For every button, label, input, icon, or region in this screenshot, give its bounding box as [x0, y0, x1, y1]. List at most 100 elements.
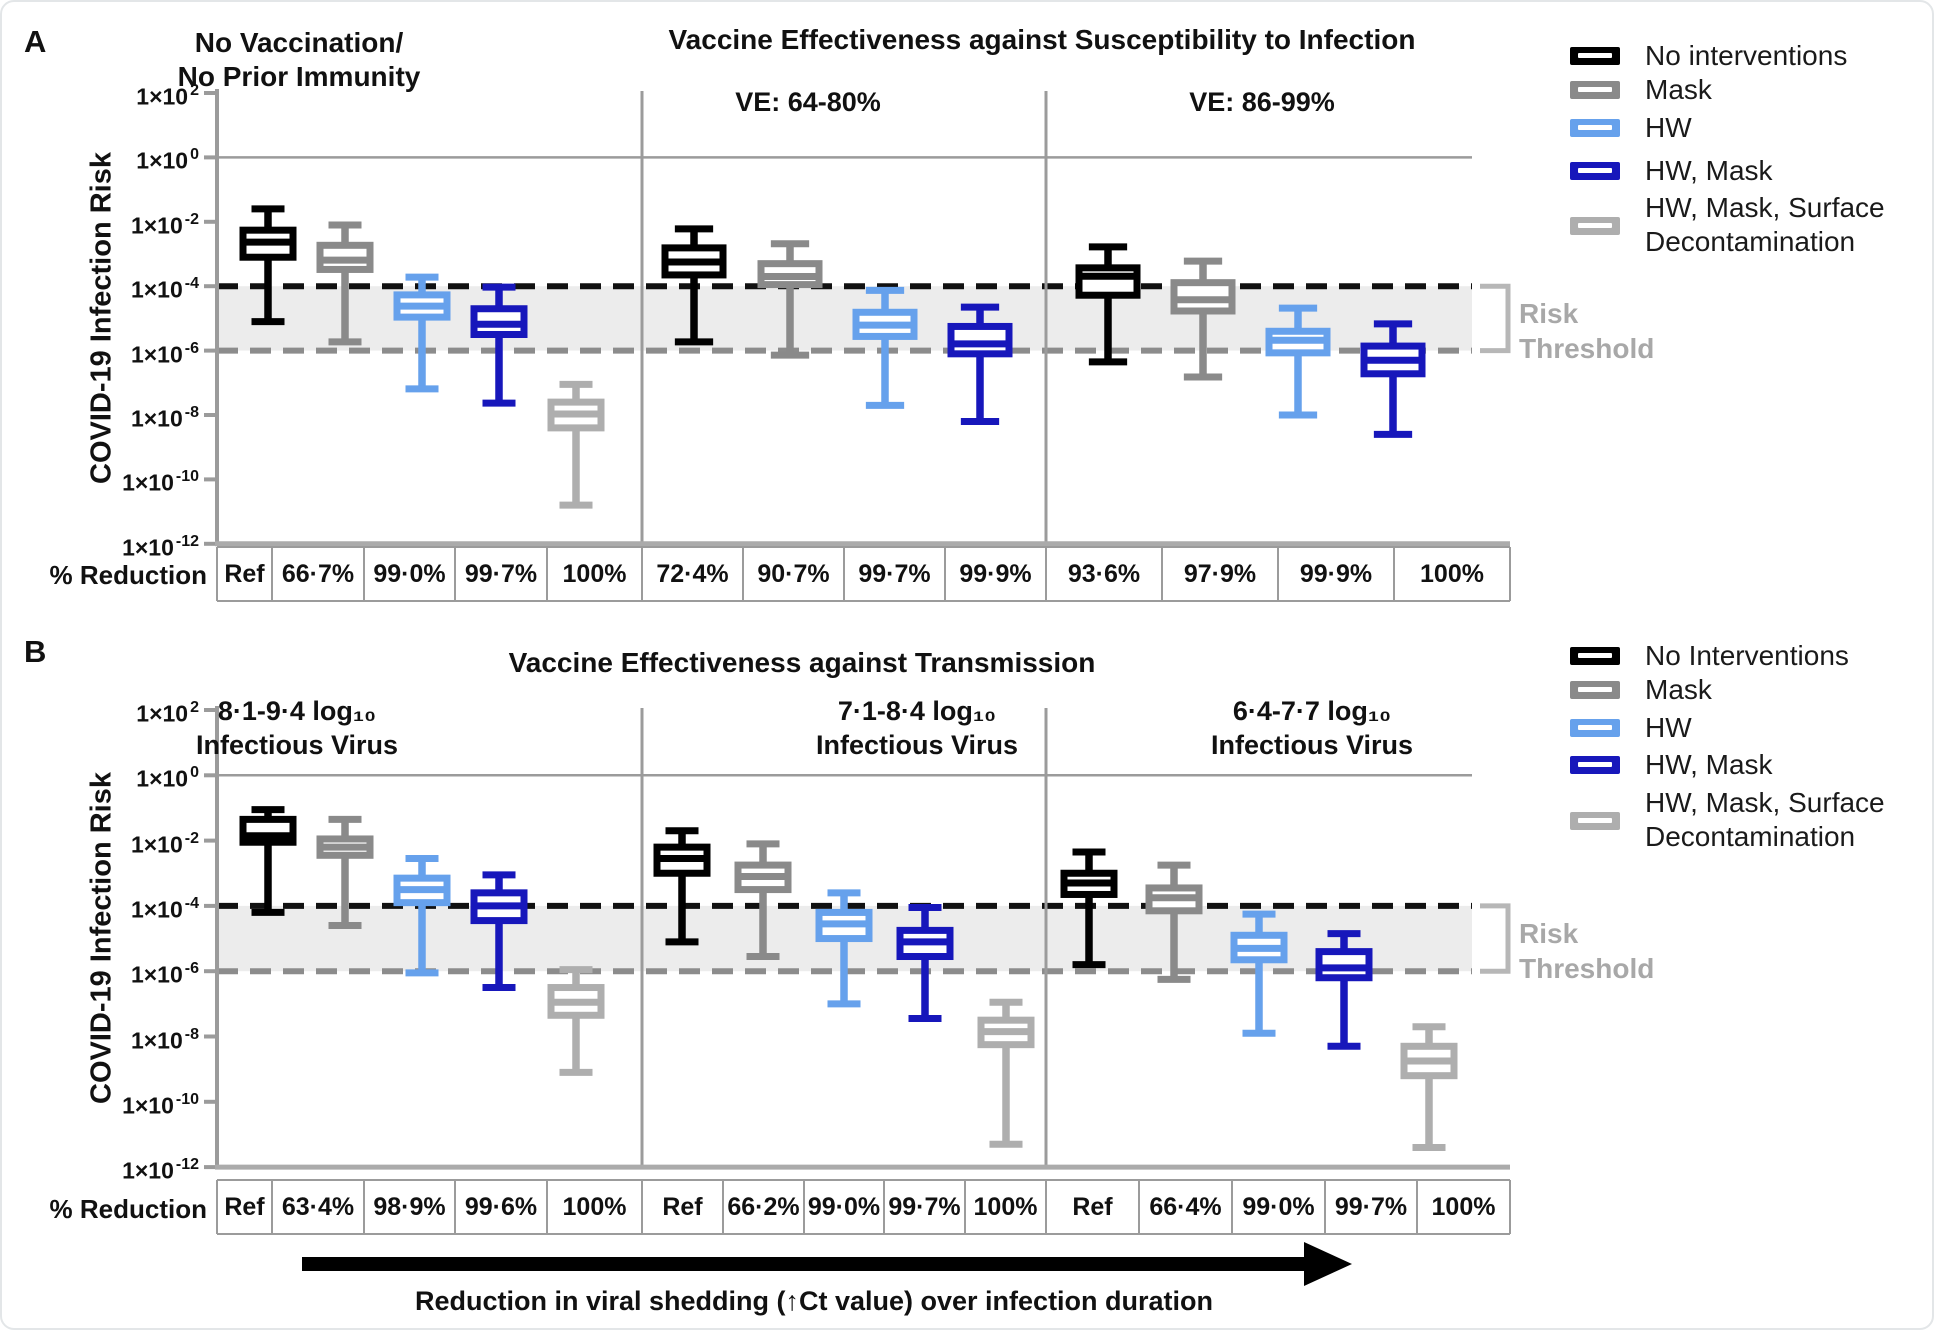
- panel-a-risk-threshold-line2: Threshold: [1519, 333, 1655, 364]
- panel-b-main-title: Vaccine Effectiveness against Transmissi…: [508, 647, 1096, 678]
- reduction-cell-value: 99·7%: [464, 559, 538, 588]
- y-tick-label: 1×10 -10: [2, 463, 199, 498]
- panel-a-ve-64-80-label: VE: 64-80%: [735, 87, 881, 117]
- panel-a-label: A: [24, 24, 47, 59]
- panel-a-group1-heading-line1: No Vaccination/: [194, 27, 404, 58]
- panel-b-group1-subtitle: 8·1-9·4 log₁₀ Infectious Virus: [196, 694, 398, 762]
- legend-swatch-median-bar: [1578, 125, 1612, 130]
- legend-swatch-median-bar: [1578, 725, 1612, 730]
- y-tick-mantissa: 1×10: [122, 534, 174, 561]
- reduction-cell-value: 99·9%: [1299, 559, 1373, 588]
- footer-arrow-shaft: [302, 1257, 1306, 1271]
- y-tick-mantissa: 1×10: [130, 896, 183, 923]
- y-tick-exponent: -8: [184, 404, 199, 421]
- panel-a-group1-heading: No Vaccination/ No Prior Immunity: [178, 26, 421, 94]
- panel-b-group2-subtitle: 7·1-8·4 log₁₀ Infectious Virus: [816, 694, 1018, 762]
- panel-a-risk-threshold-line1: Risk: [1519, 298, 1579, 329]
- reduction-cell-value: 99·0%: [1242, 1192, 1315, 1221]
- y-tick-mantissa: 1×10: [130, 1027, 183, 1054]
- panel-b-risk-threshold-line1: Risk: [1519, 918, 1579, 949]
- legend-swatch-mask: [1570, 681, 1620, 699]
- panel-b-group3-subtitle-line2: Infectious Virus: [1210, 730, 1414, 760]
- reduction-cell-value: Ref: [662, 1192, 703, 1221]
- reduction-cell-value: 97·9%: [1183, 559, 1257, 588]
- legend-swatch-median-bar: [1578, 818, 1612, 823]
- y-tick-exponent: -12: [175, 532, 199, 550]
- reduction-cell-value: 100%: [1420, 559, 1484, 588]
- y-tick-label: 1×10 -8: [2, 399, 199, 434]
- reduction-cell-value: 100%: [562, 559, 627, 588]
- y-tick-exponent: -4: [184, 275, 199, 293]
- box-hw_mask: [947, 322, 1013, 358]
- legend-swatch-median-bar: [1578, 87, 1612, 92]
- y-tick-exponent: 2: [190, 699, 199, 716]
- panel-a-group1-heading-line2: No Prior Immunity: [177, 61, 421, 92]
- panel-a-reduction-row-label: % Reduction: [49, 560, 207, 590]
- legend-label-hw: HW: [1645, 712, 1692, 743]
- y-tick-exponent: -6: [184, 960, 199, 978]
- reduction-cell-value: 98·9%: [373, 1192, 446, 1221]
- legend-swatch-surface: [1570, 812, 1620, 830]
- y-tick-label: 1×10 2: [2, 77, 199, 112]
- legend-label-hw_mask: HW, Mask: [1645, 155, 1773, 186]
- y-tick-label: 1×10 -10: [2, 1086, 199, 1121]
- reduction-cell-value: 99·0%: [807, 1192, 881, 1221]
- panel-b-group3-subtitle-line1: 6·4-7·7 log₁₀: [1232, 696, 1392, 726]
- panel-b-group2-subtitle-line2: Infectious Virus: [815, 730, 1019, 760]
- legend-swatch-median-bar: [1578, 762, 1612, 767]
- y-tick-mantissa: 1×10: [130, 831, 183, 858]
- y-tick-mantissa: 1×10: [122, 1157, 174, 1184]
- reduction-cell-value: 66·4%: [1149, 1192, 1222, 1221]
- reduction-cell-value: 100%: [1431, 1192, 1496, 1221]
- y-tick-exponent: -2: [184, 829, 199, 847]
- y-tick-mantissa: 1×10: [130, 961, 183, 988]
- risk-threshold-bracket: [1480, 283, 1511, 354]
- y-tick-label: 1×10 0: [2, 759, 199, 794]
- legend-label-mask: Mask: [1645, 74, 1712, 105]
- legend-label-mask: Mask: [1645, 674, 1712, 705]
- legend-label-surface-line2: Decontamination: [1645, 821, 1856, 852]
- legend-swatch-hw_mask: [1570, 162, 1620, 180]
- panel-a-ve-86-99-label: VE: 86-99%: [1189, 87, 1335, 117]
- y-tick-label: 1×10 -12: [2, 1151, 199, 1186]
- y-tick-exponent: -6: [184, 339, 199, 357]
- footer-arrow-label: Reduction in viral shedding (↑Ct value) …: [414, 1286, 1214, 1316]
- y-tick-label: 1×10 -2: [2, 825, 199, 860]
- y-tick-exponent: 2: [190, 82, 199, 99]
- panel-b-reduction-row-label: % Reduction: [49, 1194, 207, 1224]
- reduction-cell-value: Ref: [224, 559, 265, 588]
- y-tick-label: 1×10 -8: [2, 1021, 199, 1056]
- y-tick-exponent: 0: [190, 146, 199, 164]
- y-tick-label: 1×10 -6: [2, 335, 199, 370]
- y-tick-exponent: -2: [184, 210, 199, 228]
- legend-swatch-median-bar: [1578, 53, 1612, 58]
- reduction-cell-value: 99·6%: [464, 1192, 538, 1221]
- legend-swatch-surface: [1570, 217, 1620, 235]
- panel-b-group1-subtitle-line2: Infectious Virus: [195, 730, 399, 760]
- panel-a-y-axis-title: COVID-19 Infection Risk: [85, 152, 118, 484]
- y-tick-exponent: -12: [175, 1156, 199, 1174]
- reduction-cell-value: 90·7%: [757, 559, 830, 588]
- y-tick-mantissa: 1×10: [130, 341, 183, 368]
- reduction-cell-value: 100%: [973, 1192, 1038, 1221]
- reduction-cell-value: 93·6%: [1067, 559, 1141, 588]
- legend-swatch-median-bar: [1578, 168, 1612, 173]
- panel-b-group1-subtitle-line1: 8·1-9·4 log₁₀: [217, 696, 377, 726]
- reduction-cell-value: 99·0%: [373, 559, 446, 588]
- legend-label-surface-line2: Decontamination: [1645, 226, 1856, 257]
- legend-label-surface-line1: HW, Mask, Surface: [1645, 787, 1885, 818]
- reduction-cell-value: 99·7%: [1334, 1192, 1408, 1221]
- y-tick-exponent: -4: [184, 894, 199, 912]
- y-tick-exponent: 0: [190, 764, 199, 782]
- y-tick-label: 1×10 -12: [2, 528, 199, 563]
- reduction-cell-value: 100%: [562, 1192, 627, 1221]
- reduction-cell-value: 63·4%: [281, 1192, 355, 1221]
- y-tick-label: 1×10 0: [2, 141, 199, 176]
- legend-swatch-median-bar: [1578, 223, 1612, 228]
- reduction-cell-value: 99·7%: [888, 1192, 961, 1221]
- y-tick-mantissa: 1×10: [130, 405, 183, 432]
- legend-label-surface-line1: HW, Mask, Surface: [1645, 192, 1885, 223]
- y-tick-label: 1×10 2: [2, 694, 199, 729]
